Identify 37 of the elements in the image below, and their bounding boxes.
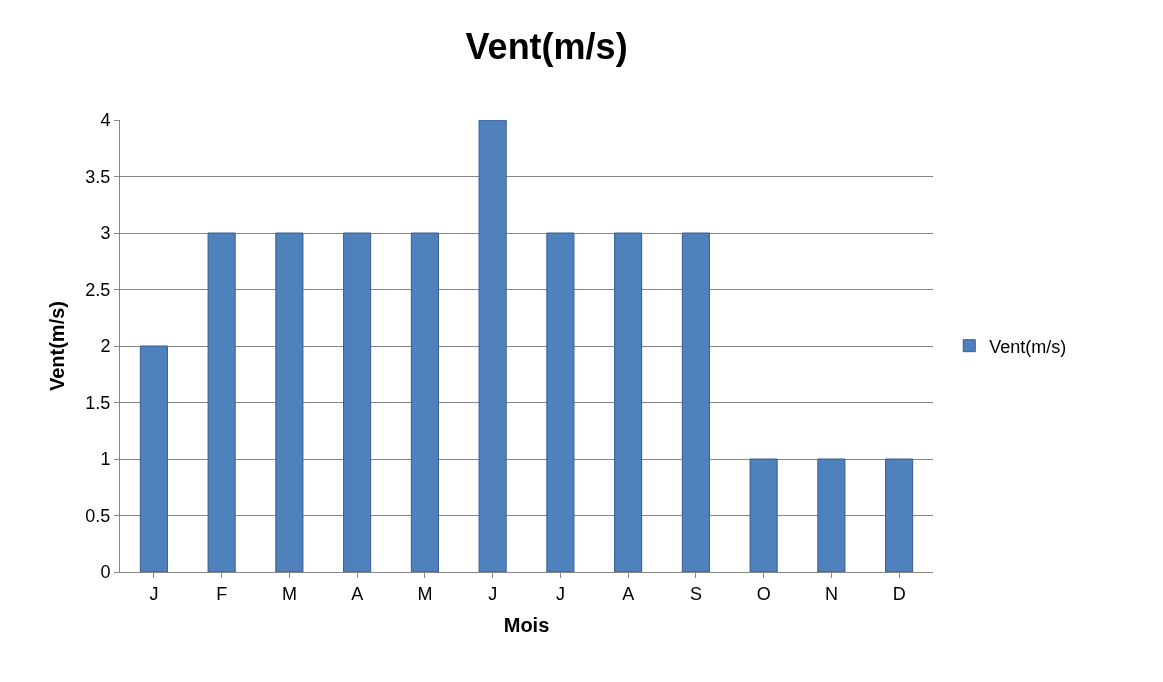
x-tick-label: J: [149, 583, 159, 604]
x-tick-label: O: [756, 583, 771, 604]
bar: [343, 232, 372, 572]
y-tick-label: 0.5: [85, 505, 111, 526]
y-tick-label: 1.5: [85, 392, 111, 413]
legend-label: Vent(m/s): [989, 336, 1067, 357]
bar: [885, 458, 914, 572]
bar: [614, 232, 643, 572]
y-tick-label: 3.5: [85, 166, 111, 187]
y-axis-title: Vent(m/s): [45, 300, 68, 392]
bar: [410, 232, 439, 572]
y-tick-label: 2.5: [85, 279, 111, 300]
x-tick-label: A: [622, 583, 635, 604]
chart-title: Vent(m/s): [465, 26, 628, 68]
x-tick-label: N: [824, 583, 838, 604]
x-tick-label: F: [216, 583, 228, 604]
x-tick-label: A: [351, 583, 364, 604]
x-tick-label: M: [417, 583, 433, 604]
x-tick-label: S: [689, 583, 702, 604]
x-tick-label: D: [892, 583, 906, 604]
x-tick-label: M: [281, 583, 297, 604]
y-tick-label: 4: [100, 110, 111, 131]
bar: [139, 345, 168, 572]
y-tick-label: 3: [100, 223, 111, 244]
y-tick-label: 2: [100, 336, 111, 357]
bar: [817, 458, 846, 572]
x-tick-label: J: [555, 583, 565, 604]
bar: [546, 232, 575, 572]
x-tick-label: J: [488, 583, 498, 604]
y-tick-label: 1: [100, 449, 111, 470]
bar: [275, 232, 304, 572]
bar: [478, 120, 507, 572]
x-axis-title: Mois: [503, 614, 550, 637]
y-tick-label: 0: [100, 562, 111, 583]
bar: [207, 232, 236, 572]
bar: [749, 458, 778, 572]
bar: [681, 232, 710, 572]
